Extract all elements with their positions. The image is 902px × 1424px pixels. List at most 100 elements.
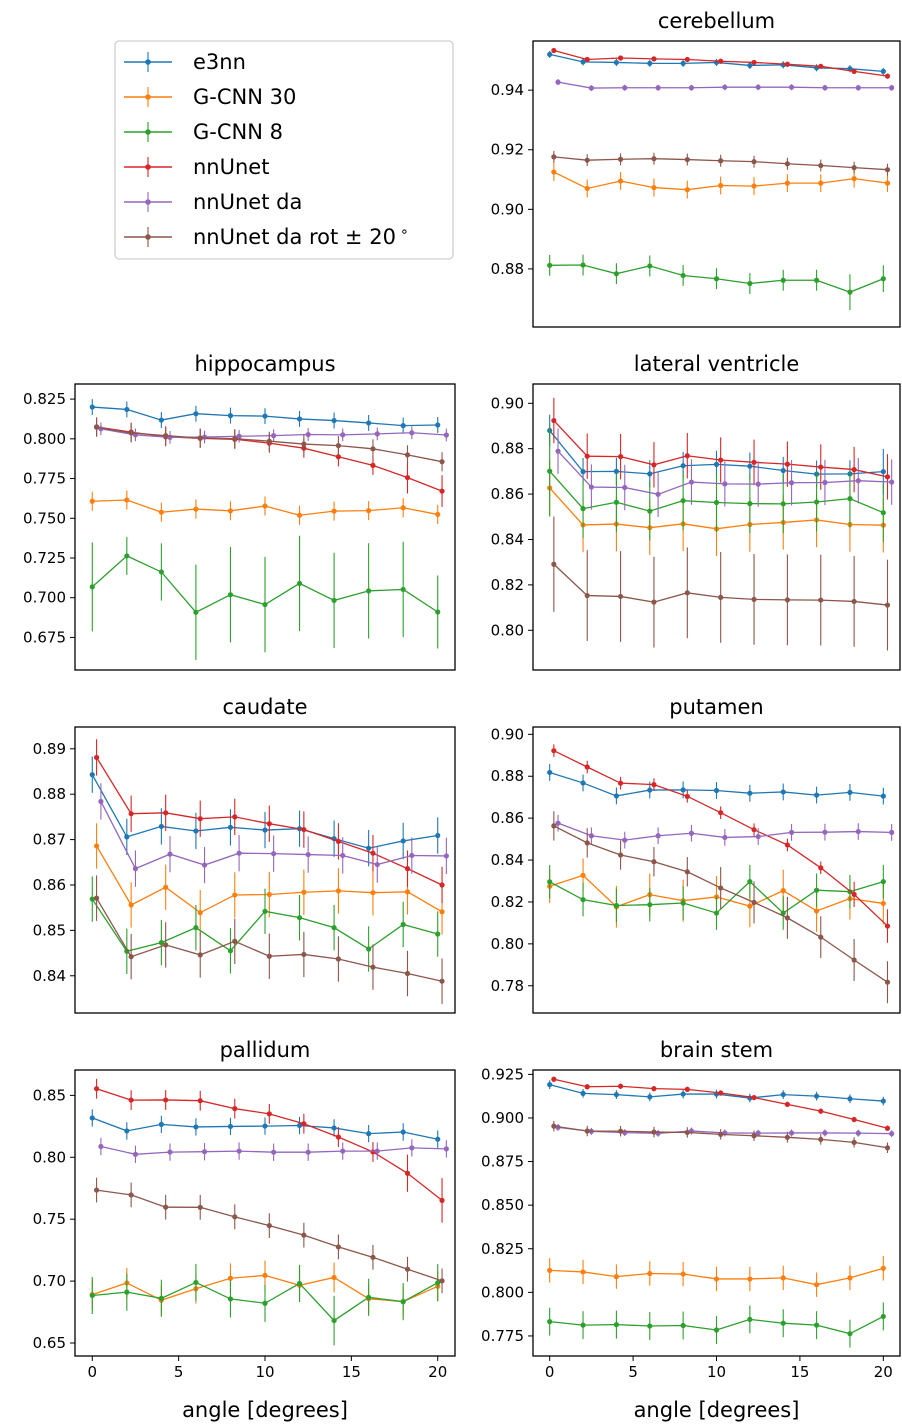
data-point [301, 1232, 307, 1238]
data-point [613, 793, 620, 799]
data-point [780, 888, 786, 894]
y-tick-label: 0.85 [33, 921, 66, 939]
data-point [851, 957, 857, 963]
data-point [784, 1101, 790, 1107]
data-point [435, 1280, 441, 1286]
series-nnunet-da [555, 79, 895, 92]
data-point [340, 1148, 346, 1154]
series-nnunet [93, 417, 445, 507]
data-point [163, 1097, 169, 1103]
data-point [884, 923, 891, 929]
data-point [884, 1145, 891, 1151]
data-point [132, 1151, 139, 1157]
panel-title: caudate [222, 695, 307, 719]
data-point [688, 479, 695, 485]
data-point [128, 430, 134, 436]
data-point [684, 1086, 690, 1092]
x-axis-label: angle [degrees] [634, 1398, 800, 1422]
data-point [813, 887, 820, 893]
series-nnunet-da [555, 814, 895, 849]
data-point [201, 434, 208, 440]
data-point [684, 453, 690, 459]
data-point [813, 499, 820, 505]
data-point [439, 909, 445, 915]
data-point [788, 829, 795, 835]
y-tick-label: 0.800 [23, 430, 66, 448]
y-tick-label: 0.80 [491, 935, 524, 953]
data-point [884, 180, 891, 186]
data-point [335, 1244, 342, 1250]
data-point [884, 602, 891, 608]
data-point [684, 1129, 690, 1136]
data-point [374, 1148, 380, 1154]
data-point [547, 1082, 553, 1088]
data-point [128, 954, 134, 960]
data-point [435, 832, 441, 839]
legend-label: G-CNN 30 [193, 85, 296, 109]
data-point [439, 978, 445, 984]
panel-title: pallidum [220, 1038, 311, 1062]
data-point [784, 461, 790, 467]
data-point [584, 157, 590, 163]
data-point [124, 1128, 130, 1134]
x-tick-label: 0 [87, 1363, 97, 1381]
data-point [551, 748, 557, 754]
data-point [266, 1223, 272, 1229]
data-point [335, 1134, 342, 1140]
data-point [851, 1139, 857, 1145]
data-point [163, 433, 169, 439]
data-point [647, 471, 653, 477]
data-point [822, 479, 828, 486]
data-point [818, 162, 824, 169]
data-point [684, 187, 690, 193]
series-e3nn [89, 1109, 441, 1148]
data-point [370, 1149, 376, 1155]
data-point [400, 1129, 406, 1135]
data-point [780, 1091, 786, 1098]
data-point [880, 793, 886, 799]
data-point [718, 1090, 724, 1096]
data-point [547, 769, 553, 776]
data-point [647, 787, 653, 793]
data-point [193, 1124, 199, 1130]
legend-entry: nnUnet da rot ± 20 ∘ [124, 224, 409, 249]
data-point [236, 850, 242, 856]
data-point [617, 852, 624, 858]
data-point [404, 866, 411, 872]
data-point [584, 764, 590, 770]
data-point [443, 432, 449, 438]
data-point [784, 842, 790, 848]
data-point [555, 820, 561, 826]
x-tick-label: 0 [545, 1363, 555, 1381]
data-point [718, 182, 724, 189]
data-point [847, 789, 853, 795]
data-point [755, 481, 761, 487]
data-point [227, 824, 234, 830]
x-tick-label: 15 [790, 1363, 809, 1381]
y-tick-label: 0.88 [491, 260, 524, 278]
panel-title: hippocampus [194, 352, 335, 376]
data-point [651, 782, 657, 788]
data-point [580, 1090, 586, 1096]
panel-title: putamen [669, 695, 763, 719]
legend-marker [145, 199, 151, 205]
data-point [788, 480, 795, 486]
data-point [651, 599, 657, 605]
series-g-cnn-30 [547, 1256, 886, 1297]
data-point [613, 902, 620, 909]
data-point [584, 185, 590, 192]
series-nnunet-da-rot-20- [93, 875, 445, 1004]
y-tick-label: 0.775 [23, 470, 66, 488]
series-nnunet-da-rot-20- [93, 417, 445, 472]
series-nnunet-da-rot-20- [551, 516, 891, 651]
data-point [680, 1091, 686, 1097]
panel-cerebellum: cerebellum 0.88 0.90 0.92 0.94 [491, 9, 901, 328]
data-point [755, 1130, 761, 1136]
data-point [124, 497, 130, 503]
data-point [818, 1108, 824, 1114]
data-point [262, 1272, 268, 1278]
data-point [889, 1131, 895, 1137]
data-point [435, 931, 441, 937]
data-point [880, 276, 886, 282]
data-point [124, 834, 130, 840]
